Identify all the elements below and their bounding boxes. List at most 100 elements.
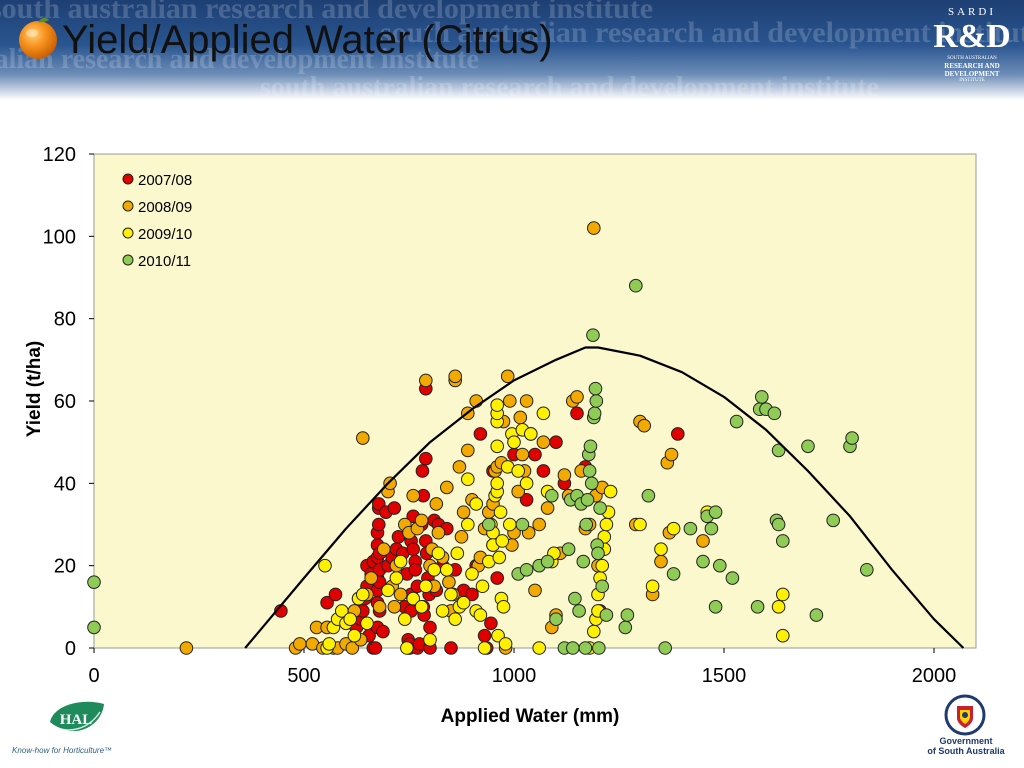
- data-point: [431, 546, 446, 561]
- data-point: [583, 439, 598, 454]
- data-point: [318, 558, 332, 573]
- data-point: [381, 583, 395, 598]
- data-point: [713, 558, 727, 573]
- data-point: [493, 505, 508, 519]
- data-point: [532, 641, 547, 655]
- data-point: [696, 554, 710, 569]
- legend-marker: [122, 200, 134, 212]
- data-point: [593, 501, 607, 515]
- data-point: [595, 579, 610, 594]
- data-point: [576, 554, 591, 569]
- x-axis-label: Applied Water (mm): [441, 706, 620, 727]
- data-point: [658, 641, 673, 655]
- data-point: [592, 641, 606, 655]
- south-australia-crest-icon: [944, 694, 986, 736]
- scatter-chart: 0 20 40 60 80 100 120 0 500 1000 1500 2000 Applied W…: [24, 144, 977, 727]
- sardi-institute-text: RESEARCH AND DEVELOPMENT: [944, 62, 1000, 78]
- data-point: [566, 641, 580, 655]
- data-point: [360, 616, 374, 631]
- hal-tagline: Know-how for Horticulture™: [12, 746, 113, 755]
- data-point: [87, 575, 101, 589]
- data-point: [771, 443, 786, 458]
- legend-marker: [122, 227, 134, 239]
- slide-title: Yield/Applied Water (Citrus): [62, 18, 553, 62]
- data-point: [400, 641, 414, 655]
- data-point: [637, 418, 652, 433]
- data-point: [654, 554, 668, 569]
- data-point: [431, 525, 446, 540]
- data-point: [364, 571, 379, 585]
- banner-watermark-2: south australian research and developmen…: [380, 16, 1024, 49]
- data-point: [87, 620, 101, 635]
- data-point: [387, 501, 402, 515]
- data-point: [519, 562, 534, 577]
- data-point: [536, 406, 551, 421]
- data-point: [532, 517, 547, 532]
- gov-text-line1: Government: [939, 736, 993, 746]
- data-point: [641, 488, 656, 503]
- y-tick-label: 120: [43, 144, 76, 166]
- data-point: [293, 637, 307, 651]
- data-point: [448, 369, 463, 384]
- data-point: [503, 517, 517, 532]
- series-4: [87, 278, 874, 655]
- data-point: [477, 628, 492, 643]
- data-point: [588, 381, 603, 396]
- y-axis-label: Yield (t/ha): [24, 341, 45, 437]
- data-point: [755, 390, 769, 404]
- data-point: [776, 587, 790, 602]
- data-point: [482, 517, 496, 532]
- data-point: [435, 604, 450, 618]
- y-tick-label: 100: [43, 226, 76, 248]
- data-point: [456, 505, 471, 519]
- data-point: [620, 608, 635, 622]
- data-point: [454, 530, 469, 544]
- data-point: [524, 427, 538, 441]
- data-point: [513, 410, 528, 425]
- data-point: [440, 562, 454, 577]
- legend-label: 2008/09: [138, 199, 192, 216]
- data-point: [540, 501, 555, 515]
- data-point: [492, 550, 507, 565]
- data-point: [500, 369, 515, 384]
- data-point: [414, 600, 429, 614]
- data-point: [484, 616, 498, 631]
- sardi-institute-small: INSTITUTE: [959, 78, 985, 83]
- data-point: [570, 406, 584, 421]
- data-point: [496, 600, 511, 614]
- data-point: [490, 439, 505, 454]
- sardi-small-text: SOUTH AUSTRALIAN: [947, 56, 997, 61]
- data-point: [347, 628, 362, 643]
- data-point: [570, 390, 584, 404]
- y-tick-label: 60: [54, 391, 76, 413]
- data-point: [683, 521, 698, 536]
- hal-logo: HAL: [50, 701, 104, 732]
- data-point: [322, 637, 337, 651]
- government-of-south-australia-text: Government of South Australia: [918, 736, 1014, 756]
- data-point: [444, 641, 458, 655]
- data-point: [377, 542, 391, 557]
- data-point: [456, 595, 471, 610]
- data-point: [393, 587, 408, 602]
- legend-marker: [122, 254, 134, 266]
- data-point: [423, 620, 437, 635]
- x-tick-label: 500: [287, 665, 320, 687]
- data-point: [589, 394, 604, 408]
- header-banner: south australian research and developmen…: [0, 0, 1024, 100]
- legend-label: 2007/08: [138, 172, 192, 189]
- data-point: [442, 575, 456, 589]
- data-point: [587, 406, 602, 421]
- data-point: [845, 431, 859, 445]
- data-point: [586, 328, 600, 342]
- gov-text-line2: of South Australia: [927, 746, 1005, 756]
- x-tick-label: 0: [88, 665, 99, 687]
- data-point: [696, 534, 710, 548]
- data-point: [473, 608, 488, 622]
- data-point: [776, 534, 790, 548]
- data-point: [599, 517, 614, 532]
- data-point: [406, 542, 421, 557]
- data-point: [461, 443, 475, 458]
- sardi-wordmark: SARDI: [947, 6, 996, 18]
- data-point: [750, 600, 765, 614]
- data-point: [584, 476, 599, 491]
